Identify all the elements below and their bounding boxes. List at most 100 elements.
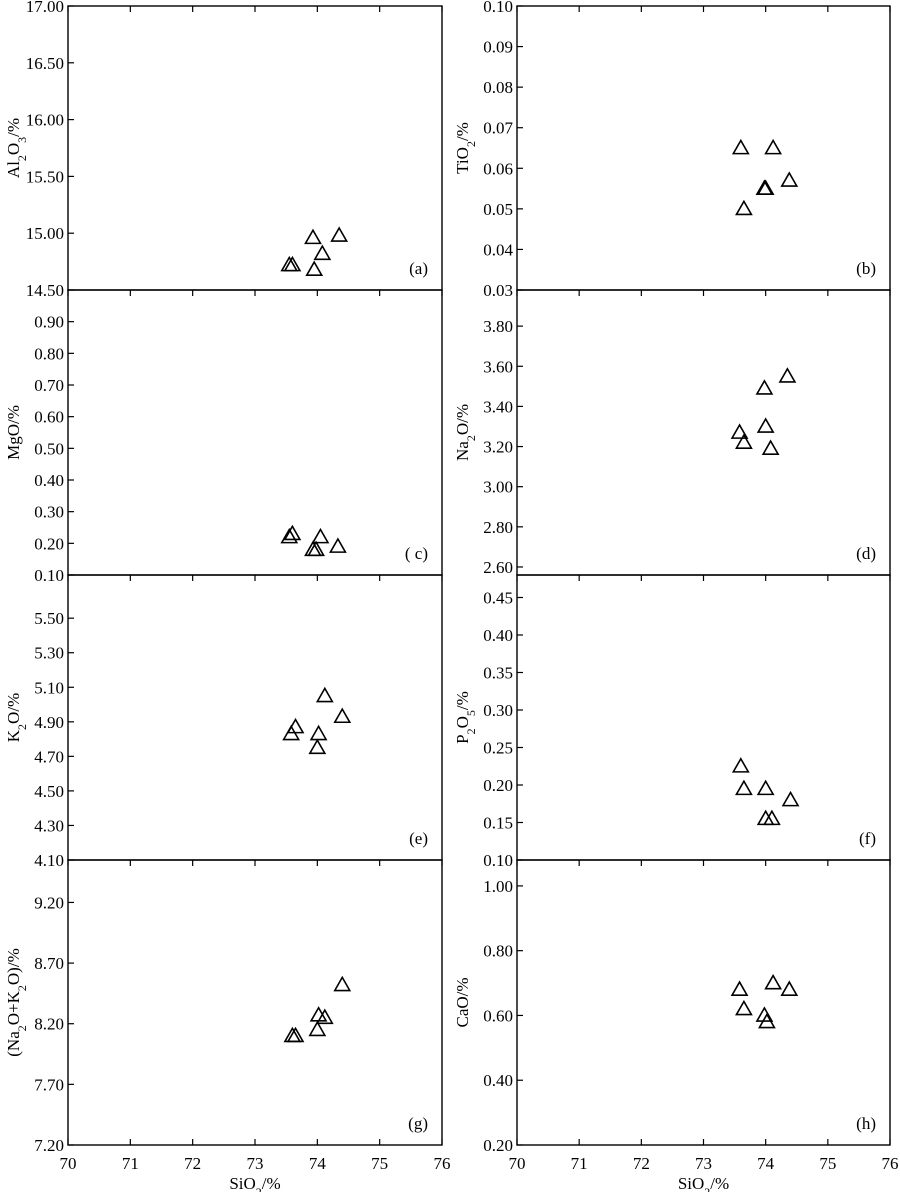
plot-frame <box>67 289 443 576</box>
plot-frame <box>516 289 891 576</box>
x-tick-label: 73 <box>247 1154 264 1173</box>
y-tick-label: 0.80 <box>483 942 513 961</box>
x-tick-label: 74 <box>757 1154 775 1173</box>
x-tick-label: 75 <box>819 1154 836 1173</box>
y-tick-label: 7.20 <box>34 1136 64 1155</box>
panel-g: 7.20 7.70 8.20 8.70 9.20 (Na2O+K2O)/% (g) 70 71 7… <box>4 859 451 1192</box>
y-tick-label: 4.10 <box>34 851 64 870</box>
data-point-triangle <box>280 527 299 544</box>
data-point-triangle <box>330 226 349 242</box>
y-tick-label: 0.10 <box>34 566 64 585</box>
y-axis-title: CaO/% <box>453 977 472 1027</box>
y-tick-label: 4.70 <box>34 747 64 766</box>
data-point-triangle <box>313 244 332 261</box>
y-axis-title: MgO/% <box>4 405 23 460</box>
y-tick-label: 0.06 <box>483 159 513 178</box>
y-tick-label: 4.50 <box>34 782 64 801</box>
data-point-triangle <box>763 809 781 826</box>
y-tick-label: 0.09 <box>483 38 513 57</box>
data-point-triangle <box>333 975 352 992</box>
panel-label: ( c) <box>405 544 428 563</box>
y-tick-label: 0.40 <box>483 1071 513 1090</box>
x-tick-label: 75 <box>371 1154 388 1173</box>
data-point-triangle <box>283 255 302 272</box>
y-tick-label: 8.20 <box>34 1015 64 1034</box>
panel-b: 0.03 0.04 0.05 0.06 0.07 0.08 0.09 0.10 TiO2/% (b… <box>453 0 891 300</box>
y-tick-label: 0.25 <box>483 739 513 758</box>
y-tick-label: 17.00 <box>26 0 64 16</box>
y-tick-label: 0.07 <box>483 119 513 138</box>
data-point-triangle <box>761 439 780 455</box>
data-point-triangle <box>780 171 799 187</box>
data-point-triangle <box>780 980 799 996</box>
panel-h: 0.20 0.40 0.60 0.80 1.00 CaO/% (h) 70 71 72 73 74 75… <box>453 859 899 1192</box>
y-tick-label: 0.60 <box>34 408 64 427</box>
data-point-triangle <box>755 1006 774 1022</box>
x-tick-label: 76 <box>882 1154 899 1173</box>
x-axis-title: SiO2/% <box>229 1174 280 1192</box>
panel-f: 0.10 0.15 0.20 0.25 0.30 0.35 0.40 0.45 P2O5/% (f… <box>453 574 891 870</box>
data-point-triangle <box>730 423 749 439</box>
y-tick-label: 4.90 <box>34 713 64 732</box>
data-point-triangle <box>735 433 753 449</box>
data-point-triangle <box>315 1008 334 1025</box>
plot-frame <box>516 859 891 1146</box>
y-tick-label: 3.20 <box>483 438 513 457</box>
x-tick-label: 71 <box>571 1154 588 1173</box>
y-tick-label: 0.20 <box>483 776 513 795</box>
y-tick-label: 0.04 <box>483 240 513 259</box>
y-tick-label: 0.05 <box>483 200 513 219</box>
y-tick-label: 2.80 <box>483 518 513 537</box>
y-axis-title: K2O/% <box>4 693 29 742</box>
y-tick-label: 9.20 <box>34 893 64 912</box>
y-axis-title: TiO2/% <box>453 122 478 174</box>
y-tick-label: 3.60 <box>483 357 513 376</box>
plot-frame <box>67 859 443 1146</box>
y-tick-label: 8.70 <box>34 954 64 973</box>
y-tick-label: 0.90 <box>34 313 64 332</box>
data-point-triangle <box>735 999 753 1016</box>
y-tick-label: 2.60 <box>483 558 513 577</box>
y-tick-label: 0.15 <box>483 814 513 833</box>
plot-frame <box>516 574 891 861</box>
data-point-triangle <box>778 367 797 383</box>
data-point-triangle <box>731 138 750 155</box>
y-tick-label: 14.50 <box>26 281 64 300</box>
data-point-triangle <box>730 980 749 996</box>
x-tick-label: 73 <box>695 1154 712 1173</box>
data-point-triangle <box>286 1026 305 1043</box>
data-point-triangle <box>735 779 753 796</box>
panel-label: (d) <box>856 544 876 563</box>
data-point-triangle <box>308 738 327 755</box>
y-tick-label: 0.35 <box>483 664 513 683</box>
panel-e: 4.10 4.30 4.50 4.70 4.90 5.10 5.30 5.50 K2O/% (e) <box>4 574 443 870</box>
data-point-triangle <box>755 379 774 395</box>
panel-label: (a) <box>409 259 428 278</box>
y-tick-label: 0.40 <box>34 471 64 490</box>
x-tick-label: 70 <box>60 1154 77 1173</box>
panel-label: (h) <box>856 1114 876 1133</box>
y-tick-label: 0.40 <box>483 626 513 645</box>
y-tick-label: 0.30 <box>483 701 513 720</box>
data-point-triangle <box>756 417 775 433</box>
y-axis-title: Na2O/% <box>453 404 478 461</box>
plot-frame <box>516 5 891 291</box>
panel-label: (e) <box>409 829 428 848</box>
data-point-triangle <box>329 537 347 553</box>
y-tick-label: 3.40 <box>483 397 513 416</box>
y-tick-label: 0.30 <box>34 503 64 522</box>
x-tick-label: 72 <box>633 1154 650 1173</box>
y-tick-label: 16.00 <box>26 111 64 130</box>
x-tick-label: 76 <box>434 1154 451 1173</box>
data-point-triangle <box>333 707 352 724</box>
data-point-triangle <box>308 1020 327 1037</box>
y-tick-label: 15.00 <box>26 224 64 243</box>
y-tick-label: 0.80 <box>34 344 64 363</box>
y-axis-title: Al2O3/% <box>4 118 29 178</box>
y-axis-title: P2O5/% <box>453 691 478 744</box>
data-point-triangle <box>758 1012 776 1029</box>
y-tick-label: 0.08 <box>483 78 513 97</box>
x-tick-label: 72 <box>184 1154 201 1173</box>
y-tick-label: 7.70 <box>34 1075 64 1094</box>
y-tick-label: 15.50 <box>26 167 64 186</box>
